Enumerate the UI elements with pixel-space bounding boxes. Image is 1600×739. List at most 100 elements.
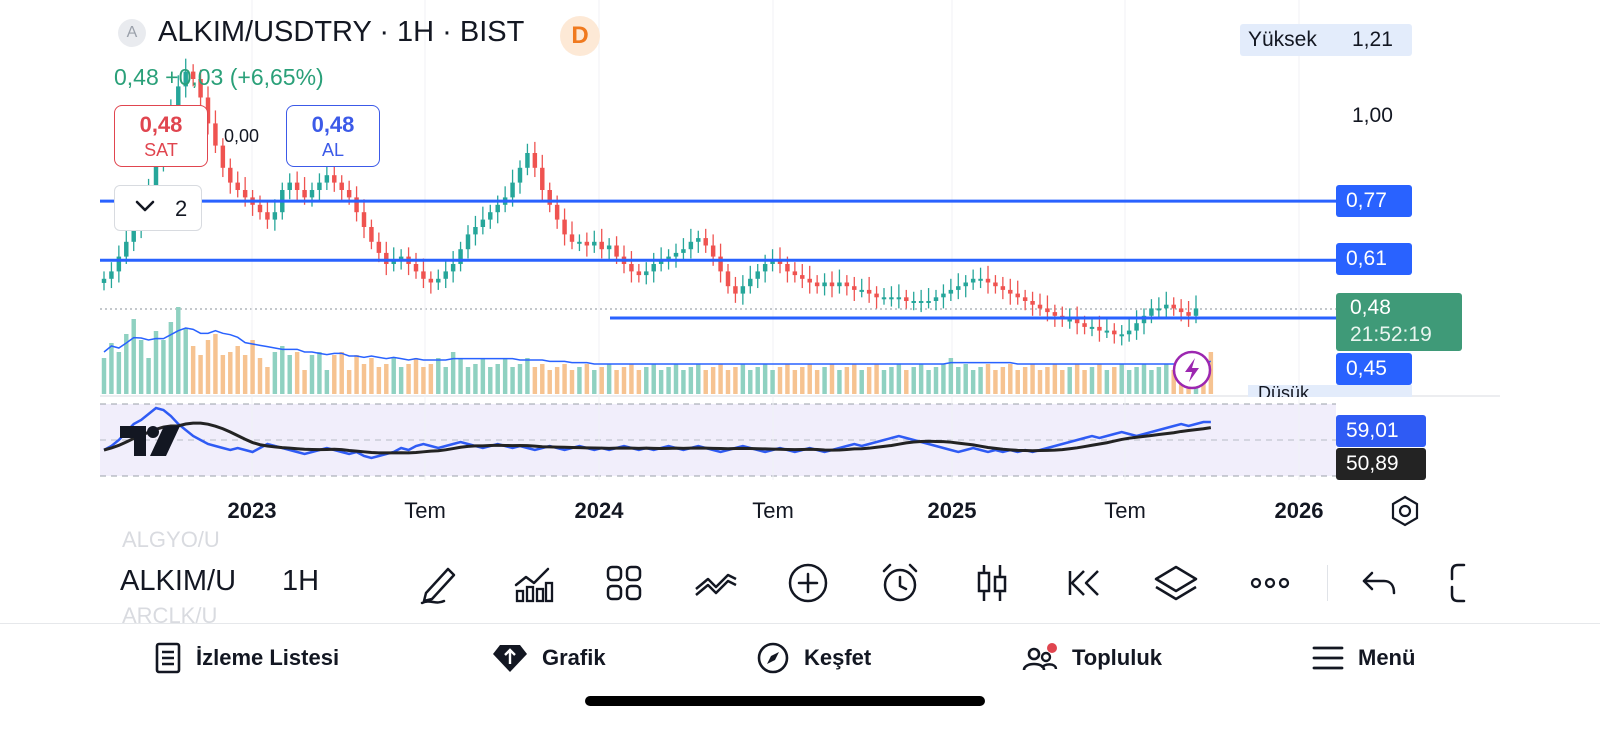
chart-settings-icon[interactable] (1388, 494, 1422, 528)
layout-grid-icon[interactable] (600, 559, 648, 607)
nav-chart-label: Grafik (542, 645, 606, 670)
candle-body (1008, 289, 1013, 294)
more-dots-icon[interactable] (1246, 559, 1294, 607)
volume-bar (592, 370, 597, 394)
compare-icon[interactable] (692, 559, 740, 607)
nav-menu-label: Menü (1358, 645, 1416, 670)
last-price-tag[interactable]: 0,48 21:52:19 (1336, 293, 1462, 351)
candle-body (696, 238, 701, 242)
fullscreen-icon[interactable] (1440, 559, 1472, 607)
volume-bar (562, 364, 567, 394)
candle-body (963, 282, 968, 287)
volume-bar (190, 346, 196, 394)
volume-bar (844, 367, 850, 394)
candle-body (859, 289, 864, 292)
volume-bar (1022, 367, 1028, 394)
candle-body (517, 167, 523, 183)
candle-body (384, 252, 389, 264)
volume-bar (1104, 370, 1110, 394)
candle-body (651, 264, 656, 272)
price-tag-061[interactable]: 0,61 (1336, 243, 1412, 275)
candle-body (1134, 323, 1139, 331)
sell-price: 0,48 (139, 112, 183, 137)
symbol-title[interactable]: ALKIM/USDTRY · 1H · BIST (158, 16, 525, 48)
candle-body (866, 289, 872, 294)
bottom-navigation: İzleme Listesi Grafik Keşfet Topluluk Me… (0, 623, 1600, 739)
candle-body (302, 190, 307, 198)
volume-bar (651, 364, 656, 394)
alarm-clock-icon[interactable] (876, 559, 924, 607)
candle-body (532, 153, 538, 168)
nav-explore-label: Keşfet (804, 645, 872, 670)
volume-bar (228, 352, 233, 394)
volume-bar (220, 355, 226, 394)
chart-toolbar: ALGYO/U ALKIM/U ARCLK/U 1H (100, 527, 1472, 628)
sell-button[interactable]: 0,48 SAT (114, 105, 208, 167)
volume-bar (658, 370, 664, 394)
nav-chart[interactable]: Grafik (492, 638, 606, 678)
volume-bar (265, 367, 270, 394)
toolbar-symbol[interactable]: ALKIM/U (120, 565, 237, 597)
drawing-pen-icon[interactable] (414, 559, 462, 607)
volume-bar (599, 367, 604, 394)
candle-body (428, 278, 434, 283)
lightning-icon[interactable] (1172, 350, 1212, 390)
hamburger-menu-icon (1312, 646, 1344, 670)
candle-body (614, 245, 619, 257)
chart-area[interactable]: A ALKIM/USDTRY · 1H · BIST D 0,48 +0,03 … (100, 0, 1500, 545)
candle-body (970, 278, 976, 283)
price-tag-045[interactable]: 0,45 (1336, 353, 1412, 385)
volume-bar (770, 370, 775, 394)
volume-bar (532, 367, 538, 394)
volume-bar (109, 343, 114, 394)
candle-body (948, 289, 954, 294)
layers-icon[interactable] (1152, 559, 1200, 607)
volume-bar (755, 367, 760, 394)
nav-explore[interactable]: Keşfet (756, 638, 871, 678)
candle-body (725, 271, 731, 287)
candle-body (777, 260, 783, 264)
volume-bar (904, 370, 909, 394)
toolbar-interval[interactable]: 1H (282, 565, 320, 597)
candle-body (265, 212, 270, 220)
volume-bar (807, 364, 812, 394)
candle-body (109, 271, 114, 279)
delayed-data-badge[interactable]: D (560, 16, 600, 56)
candle-body (242, 190, 248, 198)
volume-bar (413, 358, 419, 394)
volume-bar (302, 370, 307, 394)
volume-bar (242, 355, 248, 394)
candle-body (176, 86, 181, 109)
volume-bar (101, 358, 107, 394)
candle-body (1104, 330, 1110, 333)
volume-bar (814, 370, 820, 394)
candle-body (116, 256, 122, 272)
volume-bar (502, 358, 508, 394)
candle-body (1089, 326, 1095, 329)
nav-menu[interactable]: Menü (1312, 638, 1415, 678)
candle-body (205, 97, 211, 124)
buy-button[interactable]: 0,48 AL (286, 105, 380, 167)
volume-bar (1045, 367, 1050, 394)
volume-bar (1119, 364, 1124, 394)
indicators-icon[interactable] (508, 559, 556, 607)
nav-community[interactable]: Topluluk (1022, 638, 1162, 678)
nav-watchlist[interactable]: İzleme Listesi (154, 638, 339, 678)
add-plus-icon[interactable] (784, 559, 832, 607)
community-icon (1022, 643, 1058, 671)
volume-bar (458, 358, 463, 394)
volume-bar (138, 340, 144, 394)
candle-body (510, 182, 515, 198)
indicators-toggle-button[interactable]: 2 (114, 185, 202, 231)
volume-bar (1134, 367, 1139, 394)
price-tag-077[interactable]: 0,77 (1336, 185, 1412, 217)
candle-body (1171, 304, 1176, 309)
replay-rewind-icon[interactable] (1060, 559, 1108, 607)
candles-icon[interactable] (968, 559, 1016, 607)
price-chart[interactable] (100, 0, 1500, 545)
volume-bar (577, 367, 582, 394)
undo-icon[interactable] (1356, 559, 1404, 607)
candle-body (1112, 330, 1117, 335)
candle-body (309, 190, 315, 198)
volume-bar (124, 334, 129, 394)
